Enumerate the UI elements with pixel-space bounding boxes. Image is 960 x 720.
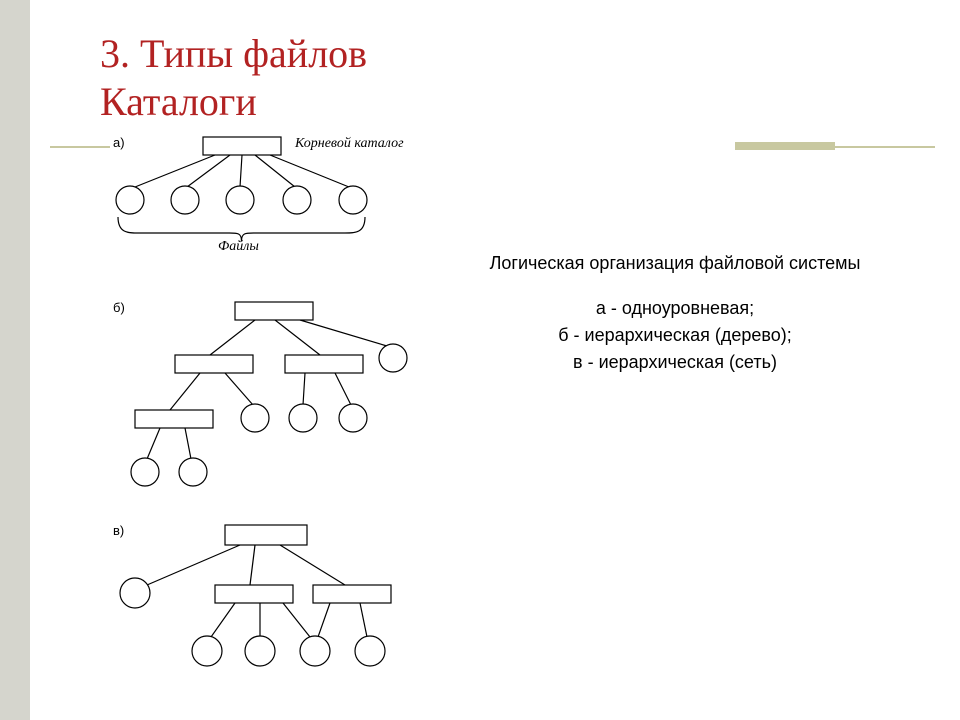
svg-text:а): а)	[113, 135, 125, 150]
diagram-area: а) Корневой каталог Файлы б) в)	[105, 135, 435, 705]
rule-right-thin	[835, 146, 935, 148]
description-item-b: б - иерархическая (дерево);	[475, 322, 875, 349]
rule-right-thick	[735, 142, 835, 150]
svg-text:Корневой каталог: Корневой каталог	[294, 136, 404, 151]
svg-text:б): б)	[113, 300, 125, 315]
description-item-c: в - иерархическая (сеть)	[475, 349, 875, 376]
description-title: Логическая организация файловой системы	[475, 250, 875, 277]
rule-left	[50, 146, 110, 148]
svg-text:Файлы: Файлы	[218, 239, 259, 254]
title-line-1: 3. Типы файлов	[100, 30, 367, 78]
svg-text:в): в)	[113, 523, 124, 538]
title-line-2: Каталоги	[100, 78, 367, 126]
sidebar-decor	[0, 0, 30, 720]
description-item-a: а - одноуровневая;	[475, 295, 875, 322]
diagram-svg: а) Корневой каталог Файлы б) в)	[105, 135, 435, 705]
slide-title: 3. Типы файлов Каталоги	[100, 30, 367, 126]
description-block: Логическая организация файловой системы …	[475, 250, 875, 376]
